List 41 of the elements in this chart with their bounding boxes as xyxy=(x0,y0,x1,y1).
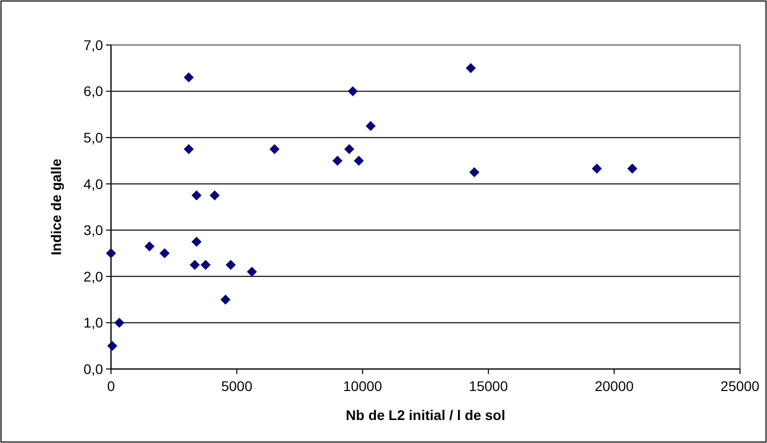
x-tick-label: 20000 xyxy=(594,378,634,394)
point xyxy=(210,190,220,200)
point xyxy=(192,236,202,247)
point xyxy=(192,190,202,200)
point xyxy=(246,266,257,277)
x-tick-label: 25000 xyxy=(720,378,760,394)
point xyxy=(366,121,376,131)
x-tick-label: 0 xyxy=(107,378,116,394)
point xyxy=(469,167,480,178)
y-tick-label: 5,0 xyxy=(84,129,104,146)
point xyxy=(220,294,230,305)
point xyxy=(160,248,170,258)
point xyxy=(114,318,124,328)
x-axis-title: Nb de L2 initial / l de sol xyxy=(346,407,506,423)
y-tick-label: 1,0 xyxy=(84,314,104,331)
y-tick-label: 0,0 xyxy=(84,360,104,377)
y-axis-title: Indice de galle xyxy=(48,158,64,256)
point xyxy=(107,340,118,351)
x-tick-label: 15000 xyxy=(468,378,508,394)
y-tick-label: 3,0 xyxy=(84,222,104,238)
y-tick-label: 4,0 xyxy=(84,176,104,192)
point xyxy=(106,248,116,258)
point xyxy=(354,156,364,166)
x-tick-label: 10000 xyxy=(343,378,382,394)
point xyxy=(184,72,194,82)
point xyxy=(332,156,342,166)
y-tick-label: 7,0 xyxy=(84,36,104,53)
point xyxy=(348,86,358,96)
point xyxy=(144,241,154,252)
point xyxy=(226,260,236,270)
point xyxy=(200,260,211,270)
y-tick-label: 6,0 xyxy=(84,83,104,100)
point xyxy=(344,144,354,154)
point xyxy=(592,164,602,174)
point xyxy=(190,260,200,270)
x-tick-label: 5000 xyxy=(221,378,253,394)
point xyxy=(184,144,194,154)
y-tick-label: 2,0 xyxy=(84,268,104,284)
point xyxy=(627,164,638,174)
point xyxy=(270,144,280,154)
point xyxy=(466,63,476,74)
